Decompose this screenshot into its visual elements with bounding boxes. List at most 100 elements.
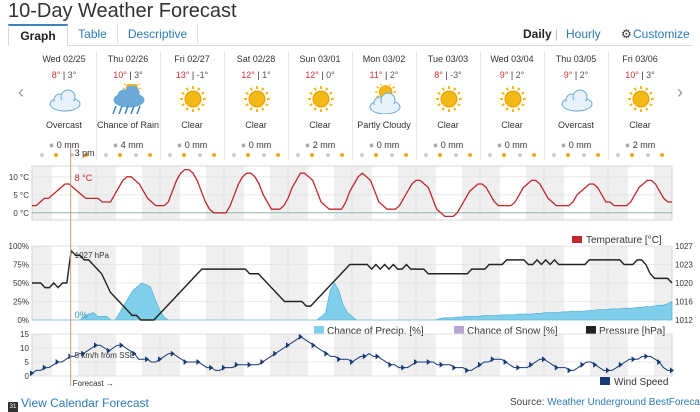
calendar-icon: 31 (8, 402, 18, 412)
sun-icon (180, 86, 206, 112)
next-arrow-icon[interactable]: › (677, 82, 683, 102)
tab-graph[interactable]: Graph (8, 24, 68, 46)
day-name: Sat 02/28 (236, 54, 276, 64)
wind-direction-marker (222, 364, 226, 371)
wind-direction-marker (260, 359, 265, 365)
high-temp: 8° (434, 70, 443, 80)
day-card[interactable]: Thu 03/05 9° | 2° Overcast ● 0 mm (544, 52, 608, 160)
tab-descriptive[interactable]: Descriptive (118, 24, 198, 46)
sun-strip-icon (232, 153, 280, 157)
day-card[interactable]: Sat 02/28 12° | 1° Clear ● 0 mm (224, 52, 288, 160)
sun-icon (500, 86, 526, 112)
wind-direction-marker (234, 361, 239, 368)
precip-amount: ● 0 mm (32, 140, 96, 150)
night-band (462, 166, 480, 220)
low-temp: 1° (262, 70, 271, 80)
night-band (288, 334, 308, 376)
daily-toggle[interactable]: Daily (523, 27, 552, 41)
hourly-toggle[interactable]: Hourly (566, 27, 601, 41)
wind-direction-marker (183, 359, 188, 365)
day-card[interactable]: Fri 03/06 10° | 3° Clear ● 2 mm (608, 52, 672, 160)
prev-arrow-icon[interactable]: ‹ (18, 82, 24, 102)
pressure-ytick: 1020 (675, 279, 693, 288)
precip-ytick: 75% (13, 261, 29, 270)
wind-direction-marker (503, 359, 508, 365)
day-card[interactable]: Mon 03/02 11° | 2° Partly Cloudy ● 0 mm (352, 52, 416, 160)
precip-value: 0 mm (568, 140, 592, 150)
high-temp: 8° (51, 70, 61, 80)
day-strip: Wed 02/25 8° | 3° Overcast ● 0 mm Thu 02/26 1… (32, 52, 672, 160)
wind-direction-marker (618, 361, 623, 368)
pressure-ytick: 1012 (675, 316, 693, 325)
day-card[interactable]: Wed 02/25 8° | 3° Overcast ● 0 mm (32, 52, 96, 160)
day-card[interactable]: Tue 03/03 8° | -3° Clear ● 0 mm (416, 52, 480, 160)
precip-area (32, 282, 673, 321)
low-temp: 0° (326, 70, 335, 80)
customize-link[interactable]: Customize (633, 27, 690, 41)
calendar-forecast-link[interactable]: 31 View Calendar Forecast (8, 396, 149, 412)
wind-direction-marker (631, 356, 636, 363)
sun-icon (436, 86, 462, 112)
wind-direction-marker (298, 333, 303, 340)
wind-direction-marker (644, 353, 649, 360)
precip-amount: ● 0 mm (544, 140, 608, 150)
wind-direction-marker (465, 367, 470, 374)
source-credit: Source: Weather Underground BestForecast (510, 397, 700, 408)
rain-drop-icon: ● (560, 140, 567, 150)
night-band (32, 334, 52, 376)
day-temps: 8° | -3° (434, 70, 462, 80)
panel-frame (31, 165, 673, 221)
night-band (608, 334, 628, 376)
day-card[interactable]: Thu 02/26 10° | 3° Chance of Rain ● 4 mm (96, 52, 160, 160)
day-card[interactable]: Sun 03/01 12° | 0° Clear ● 2 mm (288, 52, 352, 160)
high-temp: 12° (305, 70, 319, 80)
day-temps: 10° | 3° (625, 70, 655, 80)
wind-direction-marker (606, 367, 610, 374)
precip-value: 0 mm (440, 140, 464, 150)
day-name: Fri 02/27 (174, 54, 210, 64)
precip-ytick: 100% (9, 242, 29, 251)
night-band (142, 166, 160, 220)
low-temp: -3° (450, 70, 462, 80)
wind-direction-marker (426, 359, 431, 365)
calendar-link-label[interactable]: View Calendar Forecast (21, 396, 149, 410)
pressure-ytick: 1023 (675, 261, 693, 270)
night-band (654, 334, 672, 376)
pressure-ytick: 1027 (675, 242, 693, 251)
tab-table[interactable]: Table (68, 24, 118, 46)
cursor-temperature-label: 8 °C (75, 173, 93, 183)
day-divider (352, 52, 353, 160)
sun-icon (628, 86, 654, 112)
night-band (544, 166, 564, 220)
precip-value: 2 mm (312, 140, 336, 150)
wind-direction-marker (542, 356, 546, 363)
wind-direction-marker (42, 364, 47, 371)
day-name: Thu 03/05 (555, 54, 597, 64)
day-name: Sun 03/01 (299, 54, 341, 64)
snow-legend-swatch (454, 326, 464, 334)
source-label: Source: (510, 397, 545, 408)
day-divider (480, 52, 481, 160)
gear-icon[interactable]: ⚙ (621, 27, 632, 41)
day-card[interactable]: Fri 02/27 13° | -1° Clear ● 0 mm (160, 52, 224, 160)
wind-direction-marker (30, 370, 34, 377)
day-temps: 12° | 1° (241, 70, 271, 80)
low-temp: 2° (389, 70, 399, 80)
precip-amount: ● 0 mm (416, 140, 480, 150)
page-title: 10-Day Weather Forecast (8, 0, 237, 22)
day-name: Tue 03/03 (427, 54, 469, 64)
wind-direction-marker (362, 353, 367, 360)
wind-direction-marker (439, 361, 444, 368)
source-link[interactable]: Weather Underground BestForecast (547, 397, 700, 408)
sun-strip-icon (552, 153, 600, 157)
day-card[interactable]: Wed 03/04 9° | 2° Clear ● 0 mm (480, 52, 544, 160)
day-divider (224, 52, 225, 160)
night-band (78, 334, 96, 376)
day-divider (544, 52, 545, 160)
high-temp: 10° (113, 70, 127, 80)
condition-text: Clear (181, 120, 203, 130)
day-temps: 11° | 2° (369, 70, 399, 80)
rain-drop-icon: ● (112, 140, 119, 150)
night-band (352, 334, 372, 376)
